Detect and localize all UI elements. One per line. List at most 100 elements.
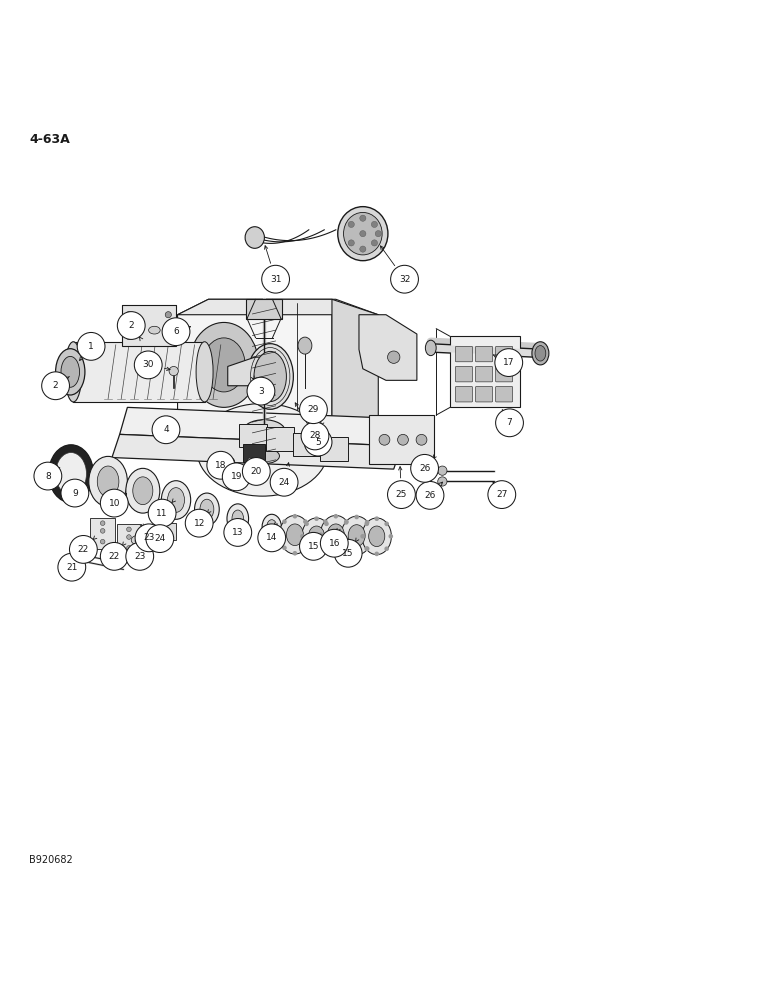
Circle shape (303, 519, 308, 524)
Circle shape (314, 552, 319, 556)
Text: 15: 15 (308, 542, 319, 551)
FancyBboxPatch shape (243, 444, 265, 462)
Circle shape (152, 416, 180, 444)
Ellipse shape (202, 338, 245, 392)
Circle shape (364, 522, 369, 526)
Circle shape (388, 534, 393, 539)
Circle shape (360, 246, 366, 252)
Text: 3: 3 (258, 387, 264, 396)
Ellipse shape (65, 342, 82, 402)
Circle shape (307, 532, 312, 537)
Ellipse shape (369, 526, 384, 547)
Text: 24: 24 (279, 478, 290, 487)
Circle shape (323, 519, 327, 524)
Circle shape (334, 539, 362, 567)
Circle shape (344, 546, 348, 551)
Text: 21: 21 (66, 563, 77, 572)
FancyBboxPatch shape (455, 346, 472, 362)
Circle shape (371, 221, 378, 227)
Circle shape (117, 312, 145, 339)
Ellipse shape (129, 326, 141, 334)
Circle shape (375, 231, 381, 237)
Ellipse shape (532, 342, 549, 365)
Circle shape (100, 539, 105, 544)
Circle shape (304, 428, 332, 456)
Text: 23: 23 (144, 533, 154, 542)
Circle shape (77, 332, 105, 360)
Circle shape (340, 533, 344, 538)
Circle shape (324, 546, 329, 551)
Circle shape (344, 520, 348, 525)
Text: 23: 23 (134, 552, 145, 561)
Polygon shape (120, 407, 409, 446)
Ellipse shape (89, 456, 127, 507)
Circle shape (169, 366, 178, 376)
Ellipse shape (56, 453, 86, 495)
Ellipse shape (168, 488, 185, 512)
Circle shape (304, 522, 309, 526)
Ellipse shape (232, 510, 243, 527)
Circle shape (148, 499, 176, 527)
Circle shape (391, 265, 418, 293)
Circle shape (165, 333, 171, 339)
Circle shape (496, 409, 523, 437)
Text: 7: 7 (506, 418, 513, 427)
Circle shape (319, 532, 323, 537)
Circle shape (282, 519, 286, 524)
Circle shape (100, 521, 105, 525)
Text: 32: 32 (399, 275, 410, 284)
Circle shape (185, 509, 213, 537)
Polygon shape (112, 434, 401, 469)
Circle shape (354, 552, 359, 556)
Circle shape (334, 551, 338, 556)
Circle shape (416, 434, 427, 445)
Ellipse shape (262, 514, 281, 540)
Text: 22: 22 (78, 545, 89, 554)
Text: 18: 18 (215, 461, 226, 470)
Polygon shape (178, 299, 378, 330)
Circle shape (495, 349, 523, 376)
Circle shape (303, 546, 308, 550)
Text: 24: 24 (154, 534, 165, 543)
Text: 12: 12 (194, 519, 205, 528)
Circle shape (134, 351, 162, 379)
Circle shape (344, 519, 349, 524)
Text: 27: 27 (496, 490, 507, 499)
Circle shape (278, 532, 283, 537)
Ellipse shape (49, 445, 93, 503)
Text: 16: 16 (329, 539, 340, 548)
Text: 6: 6 (173, 327, 179, 336)
Circle shape (293, 514, 297, 519)
Circle shape (242, 458, 270, 485)
Circle shape (293, 551, 297, 556)
Text: 26: 26 (419, 464, 430, 473)
Text: 5: 5 (315, 438, 321, 447)
Text: 26: 26 (425, 491, 435, 500)
Circle shape (348, 532, 353, 537)
Polygon shape (178, 299, 332, 423)
Ellipse shape (344, 212, 382, 255)
Circle shape (135, 524, 163, 552)
FancyBboxPatch shape (496, 387, 513, 402)
Circle shape (348, 221, 354, 227)
Text: 10: 10 (109, 499, 120, 508)
Circle shape (165, 312, 171, 318)
Ellipse shape (309, 526, 324, 547)
Circle shape (126, 542, 154, 570)
Ellipse shape (302, 518, 331, 555)
FancyBboxPatch shape (293, 433, 321, 456)
Text: 14: 14 (266, 533, 277, 542)
FancyBboxPatch shape (476, 366, 493, 382)
FancyBboxPatch shape (154, 523, 176, 540)
FancyBboxPatch shape (369, 415, 434, 464)
Ellipse shape (200, 499, 214, 519)
Circle shape (301, 422, 329, 450)
Ellipse shape (189, 322, 259, 407)
Ellipse shape (279, 515, 310, 554)
Ellipse shape (71, 556, 80, 564)
Polygon shape (359, 315, 417, 380)
Ellipse shape (61, 356, 80, 387)
Circle shape (348, 240, 354, 246)
Circle shape (374, 552, 379, 556)
Circle shape (411, 454, 438, 482)
